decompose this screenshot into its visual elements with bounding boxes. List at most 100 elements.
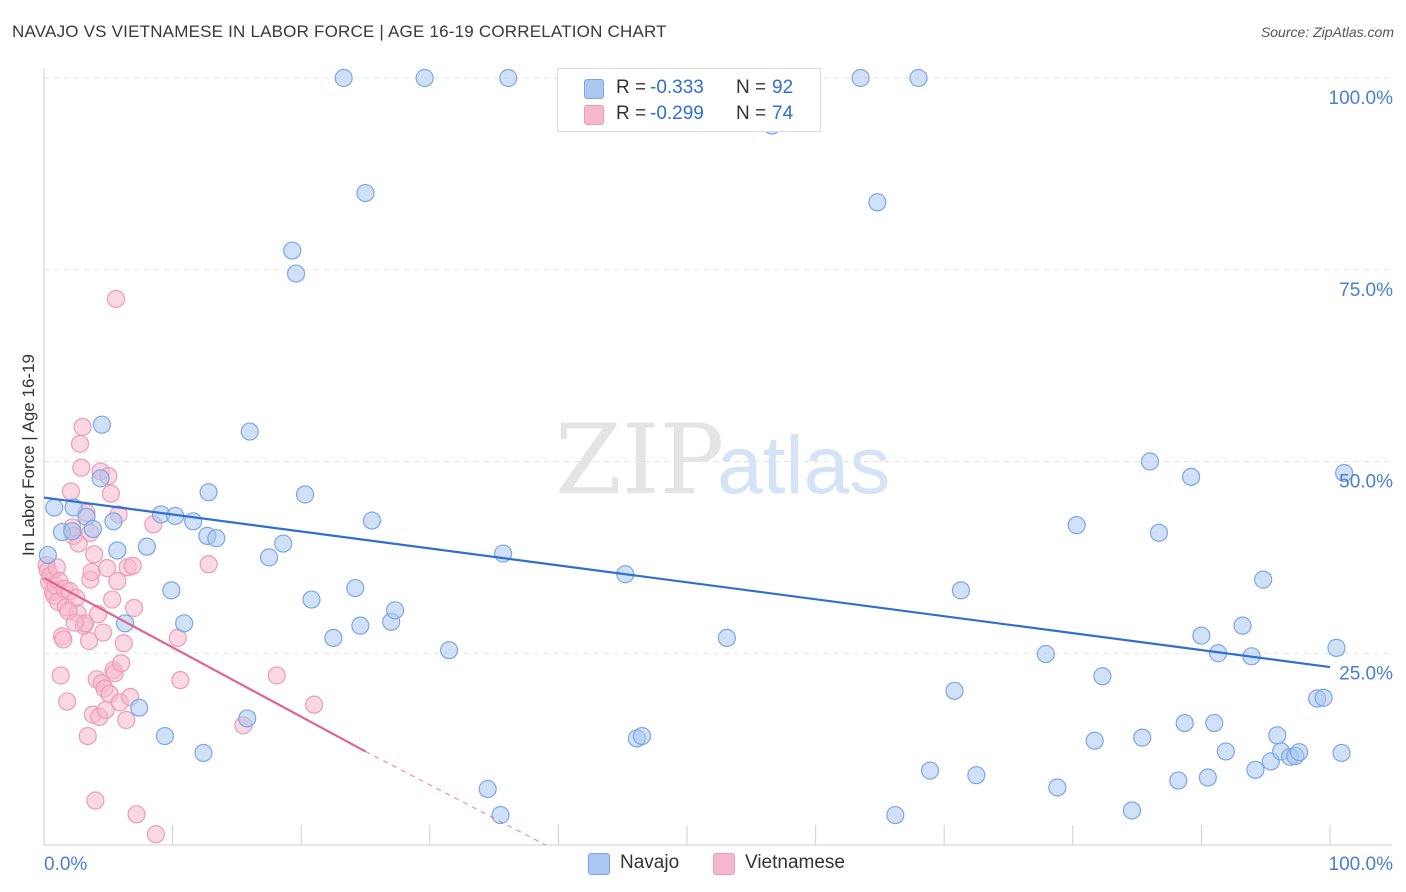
navajo-n-value: 92 <box>772 77 794 98</box>
navajo-point <box>886 805 905 825</box>
navajo-point <box>162 581 181 600</box>
navajo-point <box>130 698 149 717</box>
navajo-point <box>1254 570 1273 589</box>
vietnamese-point <box>86 791 105 810</box>
navajo-point <box>439 641 459 660</box>
navajo-point <box>632 726 652 746</box>
navajo-r-value: -0.333 <box>650 77 704 98</box>
vietnamese-point <box>82 562 101 582</box>
vietnamese-point <box>101 484 120 503</box>
grid-lines <box>44 77 1392 654</box>
navajo-point <box>351 616 370 635</box>
navajo-point <box>1067 516 1086 535</box>
navajo-point <box>194 743 213 763</box>
vietnamese-swatch <box>584 105 604 125</box>
navajo-point <box>1198 768 1217 787</box>
navajo-point <box>385 601 405 620</box>
y-tick-label: 75.0% <box>1339 280 1393 301</box>
navajo-point <box>1036 644 1055 664</box>
navajo-point <box>356 183 375 203</box>
vietnamese-point <box>54 630 73 649</box>
trend-lines <box>43 496 1331 846</box>
vietnamese-point <box>58 692 77 711</box>
vietnamese-point <box>124 598 144 618</box>
navajo-point <box>1205 713 1224 733</box>
vietnamese-n-value: 74 <box>772 103 794 124</box>
navajo-point <box>137 537 156 556</box>
vietnamese-point <box>65 613 84 632</box>
navajo-point <box>415 68 434 88</box>
navajo-point <box>1246 760 1265 779</box>
vietnamese-point <box>117 710 136 730</box>
y-tick-label: 50.0% <box>1339 472 1393 493</box>
vietnamese-point <box>72 458 91 477</box>
vietnamese-points <box>37 289 324 844</box>
vietnamese-n-label: N = <box>736 103 767 124</box>
vietnamese-point <box>127 805 146 824</box>
chart-title: NAVAJO VS VIETNAMESE IN LABOR FORCE | AG… <box>12 22 667 41</box>
navajo-point <box>1290 743 1309 762</box>
navajo-point <box>967 766 986 785</box>
navajo-point <box>346 578 365 598</box>
vietnamese-point <box>61 482 81 501</box>
navajo-point <box>1149 523 1169 542</box>
vietnamese-trend-line <box>43 577 367 753</box>
navajo-points <box>38 68 1354 825</box>
navajo-point <box>108 541 127 560</box>
navajo-legend-label: Navajo <box>620 852 680 873</box>
vietnamese-point <box>97 559 117 578</box>
navajo-point <box>274 534 293 553</box>
navajo-point <box>1332 743 1351 763</box>
vietnamese-point <box>304 695 324 714</box>
navajo-point <box>1140 452 1160 471</box>
navajo-point <box>1327 638 1346 657</box>
navajo-point <box>499 68 518 88</box>
vietnamese-point <box>70 434 90 453</box>
vietnamese-point <box>114 634 133 653</box>
x-tick-label: 0.0% <box>44 854 87 875</box>
navajo-point <box>286 264 306 283</box>
y-tick-label: 100.0% <box>1329 88 1394 109</box>
watermark-atlas: atlas <box>717 420 890 511</box>
vietnamese-legend-label: Vietnamese <box>745 852 845 873</box>
vietnamese-point <box>171 670 190 690</box>
navajo-point <box>104 512 123 531</box>
navajo-point <box>92 415 111 434</box>
navajo-point <box>1048 778 1067 797</box>
navajo-point <box>63 522 82 541</box>
navajo-point <box>1216 742 1235 761</box>
vietnamese-point <box>267 666 286 685</box>
navajo-trend-line <box>43 496 1331 669</box>
navajo-point <box>1314 688 1333 707</box>
vietnamese-point <box>199 555 218 574</box>
vietnamese-point <box>79 631 99 651</box>
navajo-point <box>1192 626 1211 645</box>
navajo-point <box>155 726 174 746</box>
source-label: Source: ZipAtlas.com <box>1260 24 1394 40</box>
axes <box>43 68 1392 846</box>
navajo-swatch <box>584 79 604 99</box>
navajo-point <box>1182 467 1201 486</box>
navajo-point <box>91 469 110 488</box>
navajo-point <box>259 548 279 567</box>
navajo-point <box>1335 463 1354 483</box>
vietnamese-point <box>94 623 113 642</box>
vietnamese-point <box>51 666 70 685</box>
legend: R = -0.333 N = 92 R = -0.299 N = 74 <box>557 68 821 132</box>
navajo-point <box>83 519 102 539</box>
navajo-point <box>1122 801 1142 820</box>
navajo-point <box>1093 667 1112 686</box>
navajo-point <box>64 498 83 517</box>
vietnamese-point <box>112 654 131 673</box>
navajo-point <box>717 628 736 648</box>
navajo-point <box>478 779 497 799</box>
navajo-point <box>1133 728 1152 747</box>
navajo-point <box>240 422 259 441</box>
navajo-point <box>45 498 64 517</box>
navajo-point <box>362 511 382 530</box>
navajo-point <box>491 805 510 825</box>
vietnamese-point <box>78 726 97 746</box>
navajo-point <box>868 193 887 212</box>
watermark-zip: ZIP <box>555 404 724 516</box>
navajo-point <box>945 681 964 700</box>
